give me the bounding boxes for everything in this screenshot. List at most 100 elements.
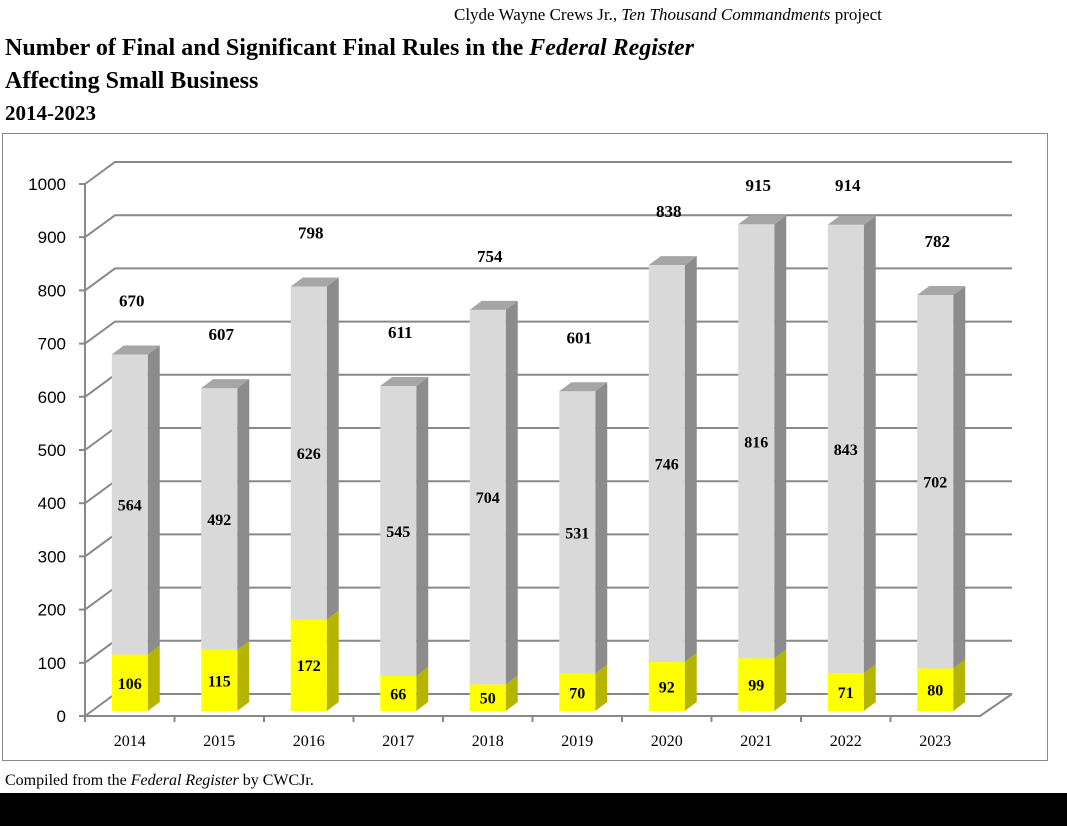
- bar-segment: [917, 668, 954, 711]
- y-tick-label: 300: [38, 547, 66, 566]
- total-label: 838: [656, 202, 682, 221]
- bar-segment: [648, 265, 685, 663]
- data-label: 702: [923, 475, 947, 492]
- y-tick-label: 1000: [28, 175, 66, 194]
- x-tick-label: 2023: [919, 733, 951, 750]
- bar-side: [416, 376, 429, 676]
- y-tick-label: 600: [38, 388, 66, 407]
- bar-segment: [827, 224, 864, 674]
- data-label: 106: [118, 676, 142, 693]
- data-label: 66: [390, 686, 406, 703]
- y-tick-label: 400: [38, 494, 66, 513]
- total-label: 670: [119, 292, 145, 311]
- x-tick-label: 2021: [740, 733, 772, 750]
- x-tick-label: 2014: [114, 733, 146, 750]
- bar-top: [111, 345, 160, 355]
- gridline: [84, 214, 1012, 239]
- bar-side: [863, 215, 876, 674]
- y-tick-label: 500: [38, 441, 66, 460]
- gridline: [84, 161, 1012, 185]
- data-label: 564: [118, 498, 142, 515]
- bar-segment: [111, 354, 148, 655]
- total-label: 782: [925, 232, 951, 251]
- data-label: 80: [927, 683, 943, 700]
- bar-side: [326, 277, 339, 620]
- data-label: 50: [480, 691, 496, 708]
- bar-top: [738, 215, 787, 225]
- footer-note: Compiled from the Federal Register by CW…: [5, 772, 314, 790]
- bar-side: [147, 645, 160, 711]
- bar-segment: [290, 619, 327, 711]
- bar-segment: [380, 385, 417, 676]
- bar-segment: [380, 675, 417, 711]
- bar-top: [469, 300, 518, 310]
- data-label: 71: [838, 685, 854, 702]
- bottom-bar: [0, 793, 1067, 826]
- project-name: Ten Thousand Commandments: [621, 5, 831, 24]
- y-tick-label: 200: [38, 601, 66, 620]
- bar-segment: [469, 309, 506, 685]
- x-tick-label: 2019: [561, 733, 593, 750]
- total-label: 607: [209, 325, 235, 344]
- bar-side: [953, 659, 966, 711]
- bar-segment: [648, 662, 685, 711]
- bar-top: [559, 382, 608, 392]
- x-axis: [85, 693, 1013, 717]
- bar-side: [326, 610, 339, 711]
- chart-frame: [2, 133, 1048, 761]
- footer-italic: Federal Register: [130, 772, 239, 789]
- bar-side: [684, 256, 697, 663]
- total-label: 611: [388, 323, 413, 342]
- data-label: 531: [565, 526, 589, 543]
- total-label: 914: [835, 176, 861, 195]
- bar-top: [917, 285, 966, 295]
- total-label: 915: [746, 176, 772, 195]
- x-tick-label: 2017: [382, 733, 414, 750]
- footer-suffix: by CWCJr.: [242, 772, 314, 789]
- bar-side: [953, 285, 966, 669]
- data-label: 843: [834, 442, 858, 459]
- total-label: 798: [298, 223, 324, 242]
- bar-side: [595, 382, 608, 674]
- title-line1: Number of Final and Significant Final Ru…: [5, 35, 524, 61]
- y-tick-label: 800: [38, 281, 66, 300]
- gridline: [84, 267, 1012, 292]
- author: Clyde Wayne Crews Jr.,: [454, 5, 618, 24]
- y-tick-label: 0: [57, 707, 66, 726]
- title-line2: Affecting Small Business: [5, 68, 259, 94]
- data-label: 704: [476, 490, 500, 507]
- bar-segment: [290, 286, 327, 620]
- chart-subtitle: 2014-2023: [5, 101, 96, 125]
- x-tick-label: 2015: [203, 733, 235, 750]
- x-tick-label: 2016: [293, 733, 325, 750]
- bar-top: [290, 277, 339, 287]
- total-label: 754: [477, 247, 503, 266]
- bar-segment: [738, 658, 775, 711]
- x-tick-label: 2020: [651, 733, 683, 750]
- gridline: [84, 320, 1012, 345]
- bar-side: [863, 664, 876, 711]
- data-label: 115: [208, 673, 231, 690]
- bar-segment: [201, 649, 238, 711]
- bar-side: [416, 666, 429, 711]
- bar-top: [827, 215, 876, 225]
- x-tick-label: 2018: [472, 733, 504, 750]
- bar-side: [684, 653, 697, 711]
- data-label: 492: [207, 512, 231, 529]
- bar-side: [774, 215, 787, 659]
- footer-prefix: Compiled from the: [5, 772, 127, 789]
- x-tick-label: 2022: [830, 733, 862, 750]
- bar-side: [505, 300, 518, 685]
- bar-side: [505, 675, 518, 711]
- data-label: 816: [744, 434, 768, 451]
- y-tick-label: 900: [38, 228, 66, 247]
- data-label: 92: [659, 680, 675, 697]
- credit-line: Clyde Wayne Crews Jr., Ten Thousand Comm…: [454, 5, 882, 25]
- bar-side: [237, 379, 250, 650]
- bar-segment: [559, 391, 596, 674]
- data-label: 545: [386, 524, 410, 541]
- bar-top: [380, 376, 429, 386]
- bar-segment: [201, 388, 238, 650]
- data-label: 746: [655, 457, 679, 474]
